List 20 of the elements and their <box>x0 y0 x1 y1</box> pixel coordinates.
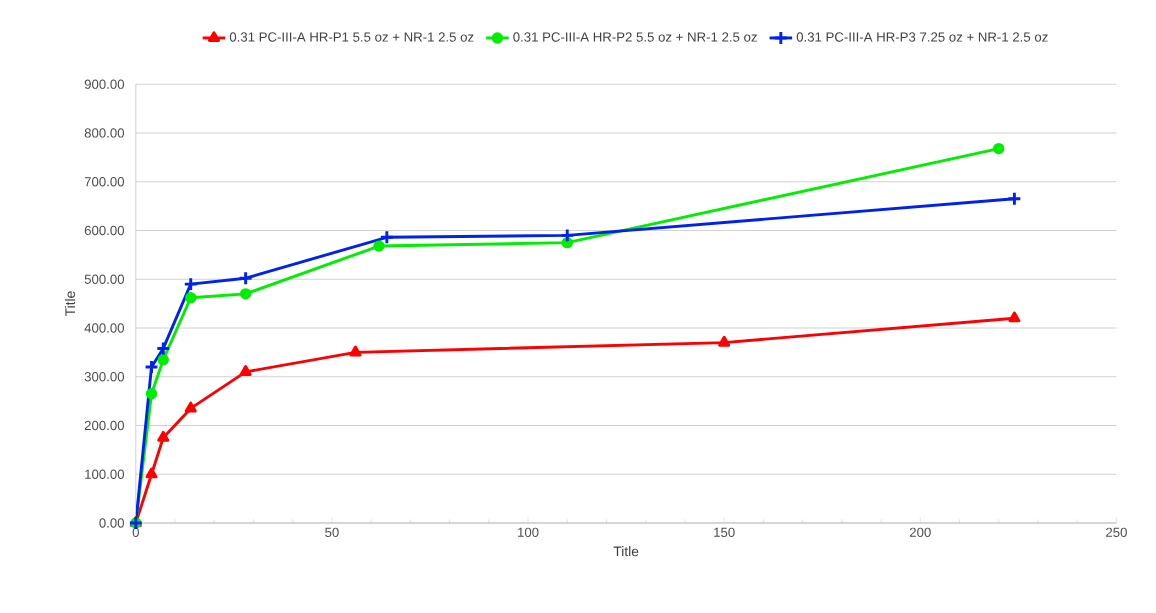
y-tick-label: 700.00 <box>84 176 125 187</box>
x-tick-label: 100 <box>518 527 539 537</box>
y-tick-label: 800.00 <box>84 128 125 138</box>
y-tick-label: 200.00 <box>84 420 125 431</box>
y-tick-label: 400.00 <box>84 323 125 333</box>
x-tick-label: 200 <box>909 527 931 537</box>
x-axis-title: Title <box>613 546 639 557</box>
y-tick-label: 500.00 <box>84 274 125 284</box>
legend-label: 0.31 PC-III-A HR-P1 5.5 oz + NR-1 2.5 oz <box>229 32 474 42</box>
x-tick-label: 150 <box>714 527 735 537</box>
y-tick-label: 100.00 <box>85 469 125 479</box>
y-tick-label: 0.00 <box>99 518 125 528</box>
y-tick-label: 900.00 <box>84 79 125 89</box>
x-tick-label: 250 <box>1106 527 1127 537</box>
x-tick-label: 50 <box>325 527 339 537</box>
y-axis-title: Title <box>64 291 76 317</box>
y-tick-label: 300.00 <box>84 372 125 382</box>
legend-label: 0.31 PC-III-A HR-P2 5.5 oz + NR-1 2.5 oz <box>513 32 757 42</box>
y-tick-label: 600.00 <box>84 225 125 236</box>
legend-label: 0.31 PC-III-A HR-P3 7.25 oz + NR-1 2.5 oz <box>796 32 1048 42</box>
